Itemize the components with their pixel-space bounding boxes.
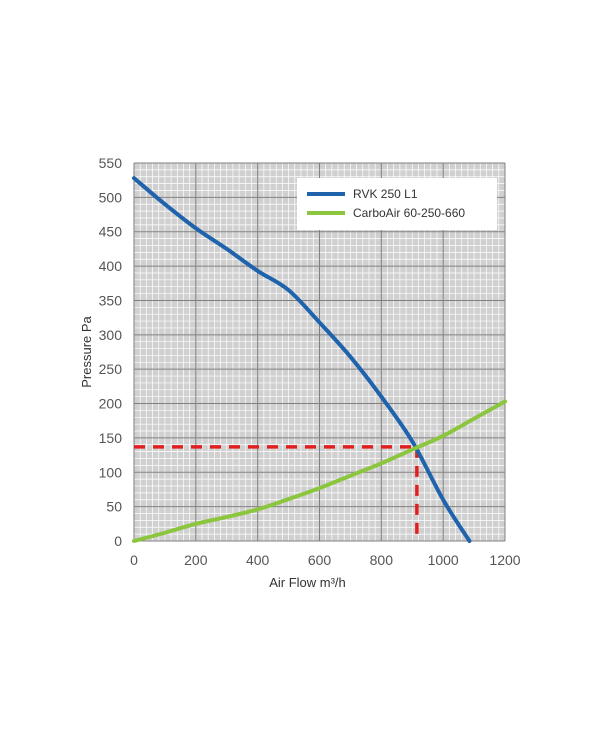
legend: RVK 250 L1 CarboAir 60-250-660 [297,178,497,230]
series-line-rvk-250-l1 [132,176,472,543]
operating-point-lines [134,445,419,541]
y-tick-label: 550 [99,155,123,171]
series-layer [132,176,507,543]
x-tick-label: 1000 [428,552,459,568]
y-tick-label: 100 [99,464,123,480]
x-tick-label: 200 [184,552,208,568]
y-axis-title: Pressure Pa [79,315,94,387]
y-tick-label: 200 [99,396,123,412]
y-tick-label: 0 [114,533,122,549]
x-axis-ticks: 0 200 400 600 800 1000 1200 [130,552,521,568]
legend-label: RVK 250 L1 [353,187,418,201]
y-tick-label: 150 [99,430,123,446]
legend-label: CarboAir 60-250-660 [353,206,465,220]
y-tick-label: 450 [99,224,123,240]
y-tick-label: 50 [106,499,122,515]
y-axis-ticks: 0 50 100 150 200 250 300 350 400 450 500 550 [99,155,123,549]
x-tick-label: 800 [370,552,394,568]
y-tick-label: 300 [99,327,123,343]
x-tick-label: 1200 [489,552,520,568]
y-tick-label: 500 [99,189,123,205]
legend-box [297,178,497,230]
y-tick-label: 400 [99,258,123,274]
x-tick-label: 600 [308,552,332,568]
series-line-carboair-60-250-660 [132,399,507,543]
y-tick-label: 350 [99,292,123,308]
x-tick-label: 0 [130,552,138,568]
x-axis-title: Air Flow m³/h [269,575,346,590]
y-tick-label: 250 [99,361,123,377]
x-tick-label: 400 [246,552,270,568]
